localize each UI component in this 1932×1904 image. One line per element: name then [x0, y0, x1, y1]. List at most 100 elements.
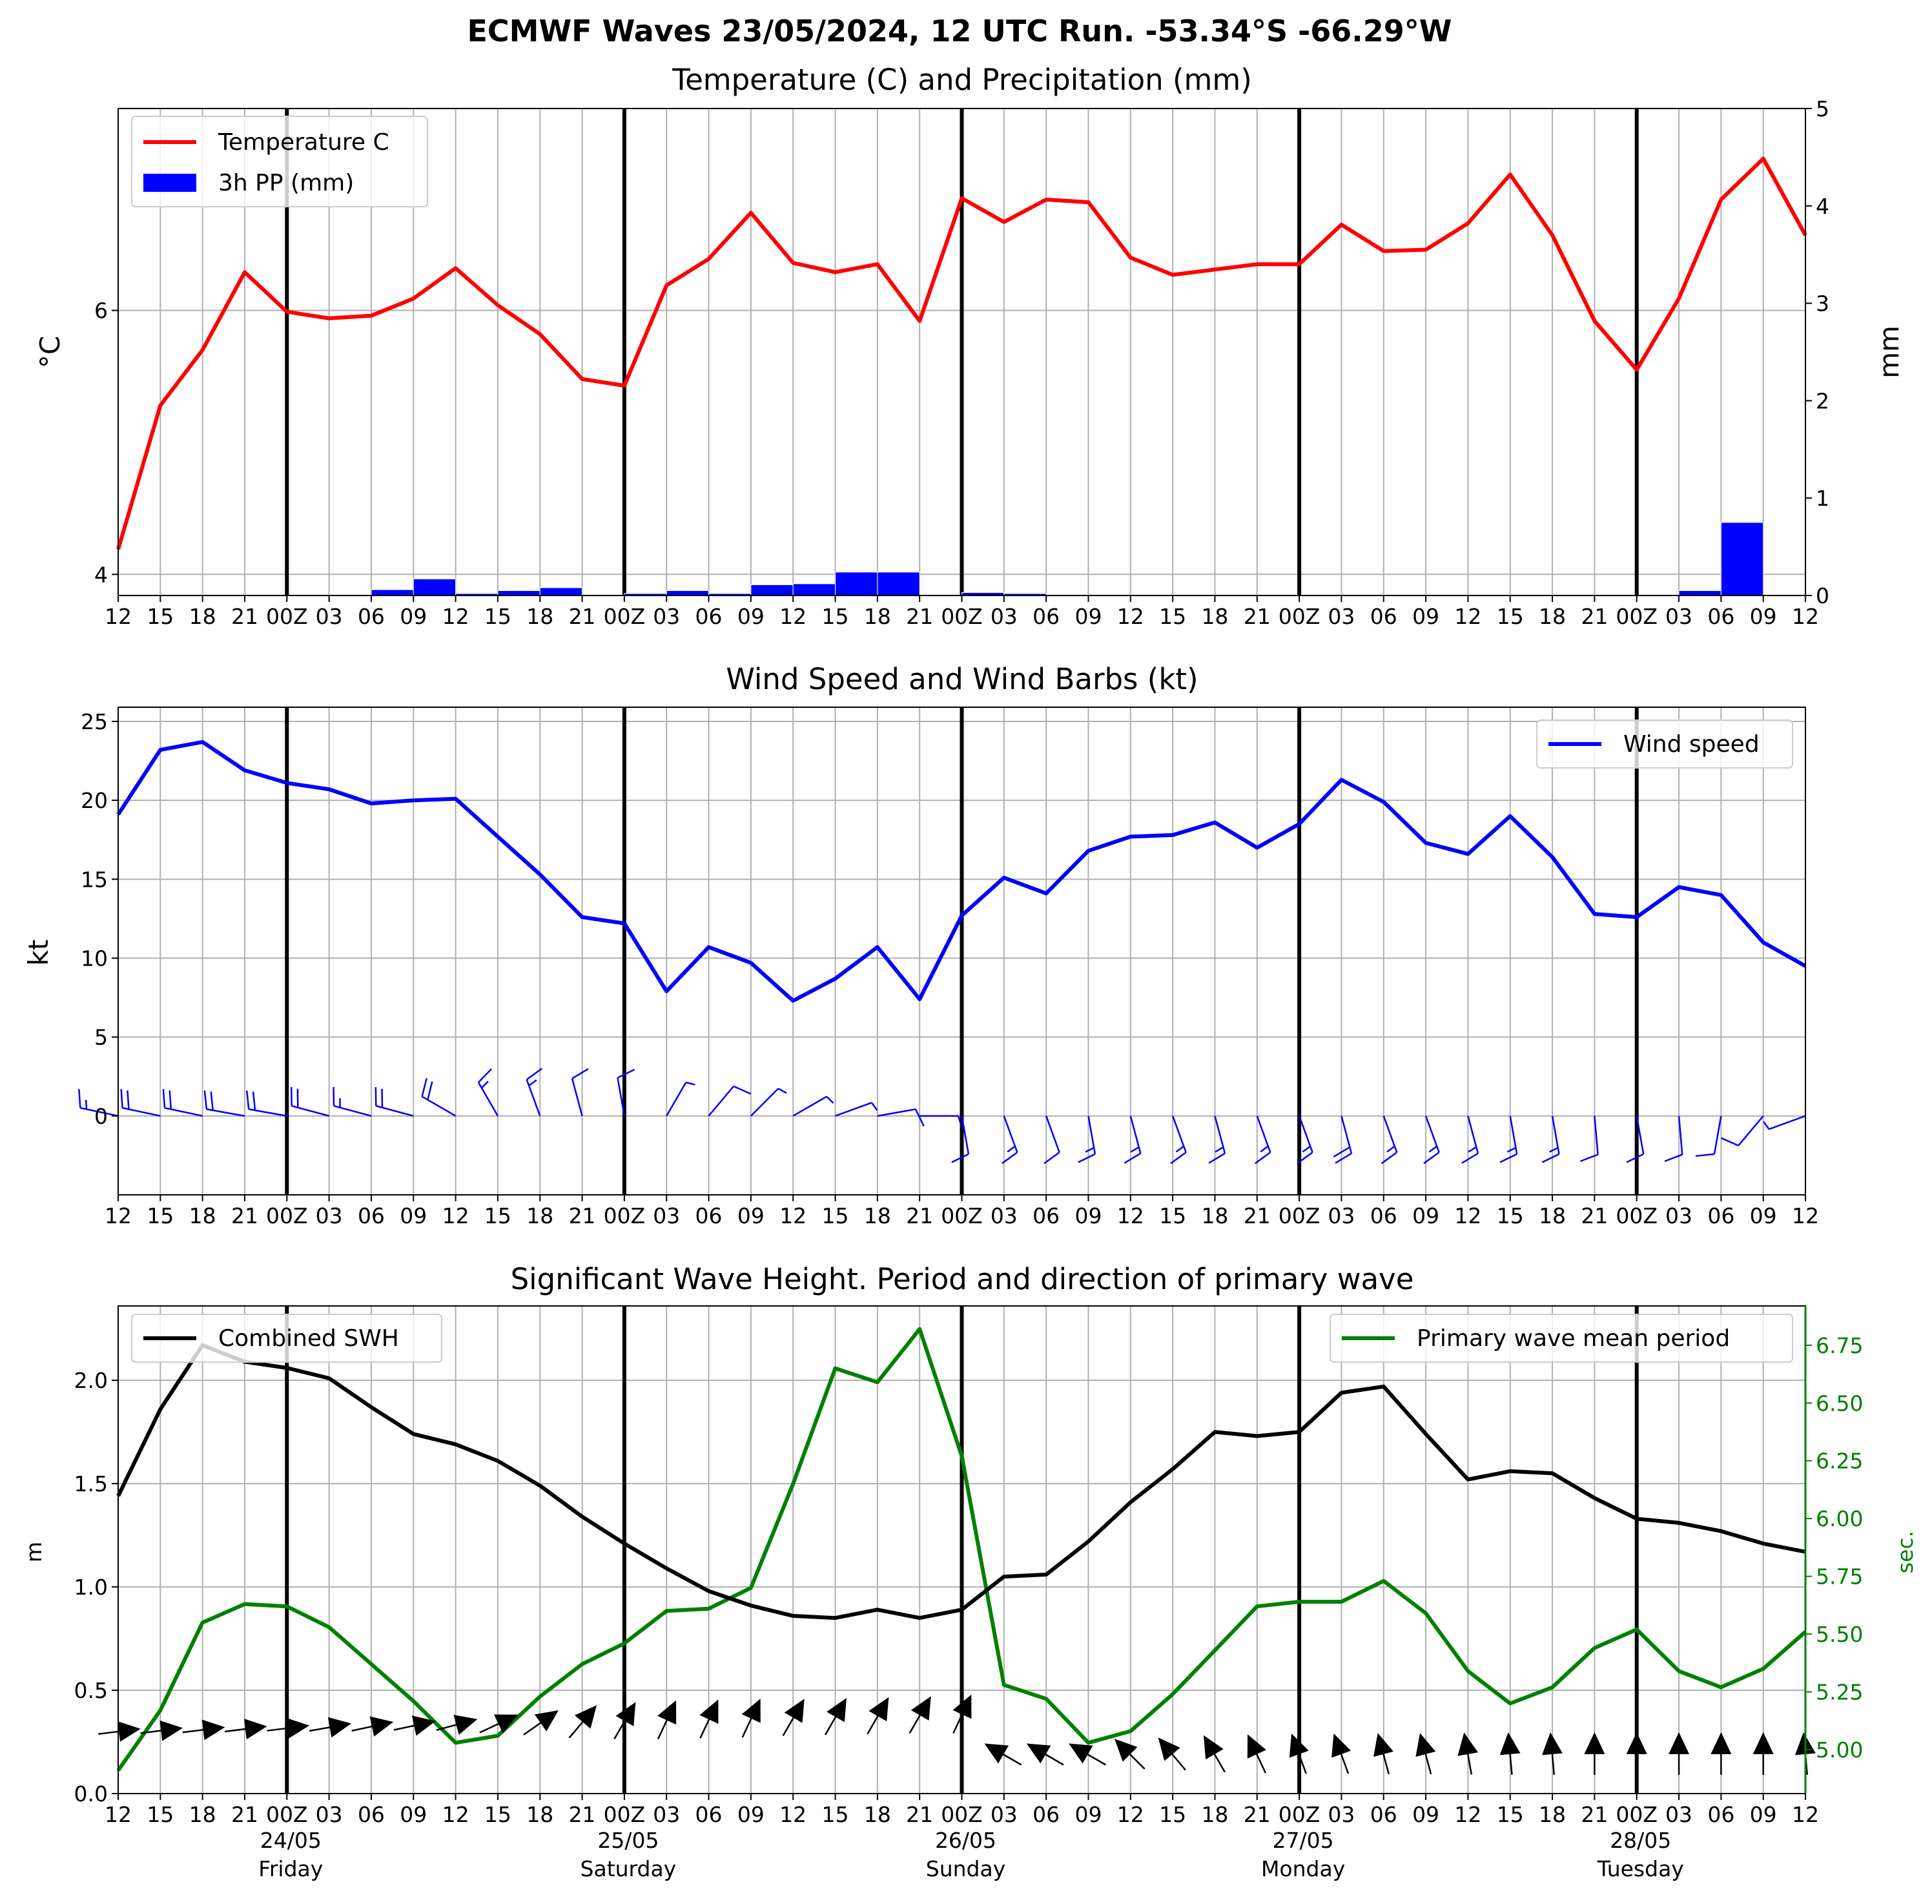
x-tick-label: 12	[1792, 1203, 1819, 1228]
wind-barb	[1254, 1115, 1271, 1164]
y-tick-label: 5	[94, 1025, 108, 1050]
wind-barb-half-flag	[957, 1115, 962, 1126]
x-tick-label: 15	[822, 604, 849, 629]
x-tick-label: 06	[358, 604, 385, 629]
wind-barb-flag	[169, 1090, 172, 1110]
x-tick-label: 09	[737, 604, 765, 629]
wave-arrow-head	[1203, 1735, 1224, 1760]
precip-bar	[371, 589, 414, 596]
wind-barb	[1297, 1115, 1313, 1164]
figure-title: ECMWF Waves 23/05/2024, 12 UTC Run. -53.…	[467, 14, 1452, 48]
x-tick-label: 06	[1707, 1802, 1734, 1827]
wave-arrow-head	[534, 1710, 559, 1732]
precip-bar	[750, 584, 794, 596]
wind-barb-half-flag	[1428, 1145, 1437, 1153]
x-tick-label: 15	[1159, 1203, 1186, 1228]
wind-barb	[1423, 1115, 1440, 1164]
precip-bar	[1720, 522, 1764, 596]
wind-barb-staff	[571, 1078, 583, 1117]
y-tick-label: 25	[81, 709, 108, 734]
wave-arrow-head	[201, 1719, 225, 1741]
x-tick-label: 06	[1033, 604, 1060, 629]
wind-barb-flag	[1461, 1152, 1479, 1164]
wind-barb-flag	[252, 1092, 256, 1111]
wind-barb-half-flag	[85, 1099, 88, 1110]
wind-barb-half-flag	[1085, 1146, 1094, 1153]
x-tick-label: 00Z	[941, 604, 983, 629]
wind-barb-flag	[914, 1108, 925, 1127]
x-tick-label: 12	[105, 604, 132, 629]
legend-primary-period: Primary wave mean period	[1417, 1325, 1730, 1352]
wind-barb-half-flag	[1175, 1145, 1184, 1153]
wind-barb	[1541, 1115, 1560, 1163]
wave-arrow-head	[286, 1717, 310, 1739]
y-tick-label: 4	[94, 562, 108, 587]
x-tick-label: 03	[1665, 1802, 1692, 1827]
y-tick-label: 0	[94, 1104, 108, 1129]
x-tick-label: 21	[1244, 1802, 1271, 1827]
x-tick-label: 06	[1707, 604, 1734, 629]
wave-marks	[98, 1305, 1816, 1794]
wind-barb-half-flag	[1386, 1145, 1395, 1153]
wave-direction-arrow	[984, 1743, 1022, 1766]
wind-barb-flag	[478, 1068, 493, 1083]
x-tick-label: 18	[1539, 1203, 1566, 1228]
period-y-axis-label: sec.	[1893, 1531, 1918, 1573]
wind-barb-half-flag	[1506, 1146, 1516, 1153]
x-tick-label: 03	[316, 1203, 343, 1228]
x-tick-label: 03	[991, 1203, 1018, 1228]
x-tick-label: 15	[484, 604, 511, 629]
wave-direction-arrow	[657, 1700, 677, 1740]
wave-direction-arrow	[1415, 1733, 1436, 1775]
temperature-y-axis-label: °C	[34, 336, 66, 368]
wind-barb-half-flag	[1302, 1145, 1311, 1153]
wind-barb-half-flag	[1215, 1146, 1224, 1153]
x-tick-label: 06	[358, 1203, 385, 1228]
wind-grid	[118, 707, 1806, 1195]
wind-marks	[78, 707, 1807, 1195]
wind-barb-staff	[1382, 1115, 1398, 1153]
wind-barb-staff	[666, 1082, 687, 1117]
x-tick-label: 03	[1665, 604, 1692, 629]
x-tick-label: 00Z	[266, 604, 308, 629]
wind-barb-staff	[526, 1079, 541, 1117]
precip-bar	[413, 578, 457, 596]
x-tick-label: 09	[400, 604, 427, 629]
wave-direction-arrow	[98, 1721, 141, 1742]
temperature-precip-panel: Temperature (C) and Precipitation (mm) 1…	[34, 63, 1905, 629]
wind-barb	[1381, 1115, 1398, 1164]
wave-direction-arrow	[479, 1714, 519, 1733]
precip-bar	[666, 590, 710, 596]
wave-arrow-head	[699, 1699, 719, 1724]
x-tick-label: 00Z	[604, 604, 646, 629]
wave-direction-arrow	[523, 1710, 559, 1736]
wind-barb-flag	[78, 1089, 81, 1108]
x-tick-label: 09	[1074, 604, 1102, 629]
x-tick-label: 12	[442, 1203, 469, 1228]
y2-tick-label: 6.50	[1816, 1391, 1863, 1416]
wind-barb	[792, 1095, 834, 1117]
wave-arrow-head	[784, 1699, 805, 1723]
wave-arrow-head	[159, 1720, 183, 1741]
wave-direction-arrow	[699, 1699, 719, 1739]
day-name-label: Tuesday	[1597, 1856, 1684, 1881]
wave-direction-arrow	[393, 1715, 436, 1736]
x-tick-label: 12	[1454, 1802, 1481, 1827]
x-tick-label: 06	[1033, 1203, 1060, 1228]
wave-arrow-head	[1158, 1737, 1180, 1761]
x-tick-label: 06	[695, 604, 723, 629]
wind-barb	[951, 1115, 970, 1163]
precip-bar	[835, 572, 878, 596]
swh-legend: Combined SWH	[131, 1314, 442, 1363]
temperature-line	[116, 156, 1807, 550]
y-tick-label: 0.0	[74, 1781, 108, 1806]
wave-panel: Significant Wave Height. Period and dire…	[21, 1262, 1918, 1827]
x-tick-label: 12	[105, 1802, 132, 1827]
wave-arrow-head	[952, 1694, 972, 1719]
x-tick-label: 03	[316, 1802, 343, 1827]
y-tick-label: 15	[81, 867, 108, 892]
wind-barb-flag	[951, 1153, 969, 1163]
x-tick-label: 06	[1370, 1203, 1397, 1228]
wave-arrow-head	[868, 1697, 889, 1722]
